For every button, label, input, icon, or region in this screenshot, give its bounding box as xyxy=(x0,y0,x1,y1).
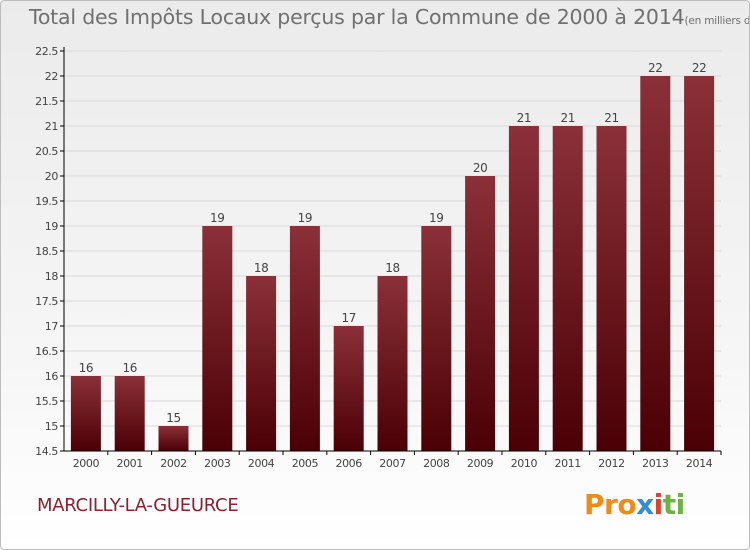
bar xyxy=(640,76,671,451)
bar xyxy=(70,376,101,451)
x-tick-label: 2011 xyxy=(554,457,580,470)
y-tick-label: 22 xyxy=(45,70,58,83)
data-label: 22 xyxy=(692,61,706,75)
data-label: 21 xyxy=(517,111,531,125)
bar xyxy=(114,376,145,451)
data-label: 19 xyxy=(210,211,224,225)
x-tick-label: 2004 xyxy=(248,457,275,470)
x-tick-label: 2010 xyxy=(511,457,538,470)
data-label: 21 xyxy=(560,111,574,125)
data-label: 18 xyxy=(385,261,399,275)
logo-part-4: ti xyxy=(662,488,685,521)
proxiti-logo: Proxiti xyxy=(584,488,685,521)
title-text: Total des Impôts Locaux perçus par la Co… xyxy=(29,5,685,29)
y-tick-label: 21 xyxy=(45,120,58,133)
data-label: 21 xyxy=(604,111,618,125)
y-tick-label: 14.5 xyxy=(35,445,58,458)
bar xyxy=(421,226,452,451)
y-tick-label: 20.5 xyxy=(35,145,58,158)
bar xyxy=(552,126,583,451)
x-tick-label: 2003 xyxy=(204,457,231,470)
y-tick-label: 20 xyxy=(45,170,59,183)
bar xyxy=(508,126,539,451)
x-tick-label: 2002 xyxy=(160,457,186,470)
data-label: 16 xyxy=(79,361,93,375)
x-tick-label: 2013 xyxy=(642,457,669,470)
chart-title: Total des Impôts Locaux perçus par la Co… xyxy=(29,5,750,29)
data-label: 17 xyxy=(341,311,355,325)
title-unit: (en milliers d'€) xyxy=(684,15,750,27)
y-tick-label: 22.5 xyxy=(35,45,58,58)
bar xyxy=(684,76,715,451)
data-label: 22 xyxy=(648,61,662,75)
y-tick-label: 18 xyxy=(45,270,59,283)
y-tick-label: 19 xyxy=(45,220,59,233)
logo-part-3: i xyxy=(653,488,664,521)
bar xyxy=(246,276,277,451)
x-tick-label: 2012 xyxy=(598,457,624,470)
bars xyxy=(70,76,715,451)
x-tick-label: 2000 xyxy=(73,457,100,470)
x-tick-label: 2014 xyxy=(686,457,713,470)
data-labels: 16 16 15 19 18 19 17 18 19 20 21 21 21 22 22 xyxy=(79,61,707,425)
x-tick-label: 2001 xyxy=(116,457,142,470)
y-tick-label: 15 xyxy=(45,420,59,433)
y-tick-label: 21.5 xyxy=(35,95,58,108)
bar xyxy=(596,126,627,451)
logo-part-2: x xyxy=(636,488,654,521)
data-label: 19 xyxy=(429,211,443,225)
x-tick-label: 2006 xyxy=(335,457,362,470)
y-tick-label: 18.5 xyxy=(35,245,58,258)
bar xyxy=(333,326,364,451)
y-tick-label: 17.5 xyxy=(35,295,58,308)
y-tick-label: 17 xyxy=(45,320,59,333)
data-label: 15 xyxy=(166,411,180,425)
y-tick-label: 15.5 xyxy=(35,395,58,408)
data-label: 16 xyxy=(122,361,136,375)
x-tick-label: 2008 xyxy=(423,457,450,470)
y-tick-label: 19.5 xyxy=(35,195,58,208)
bar xyxy=(377,276,408,451)
bar xyxy=(202,226,233,451)
x-tick-label: 2009 xyxy=(467,457,494,470)
x-tick-label: 2007 xyxy=(379,457,406,470)
y-tick-labels: 14.5 15 15.5 16 16.5 17 17.5 18 18.5 19 19.5 20 20.5… xyxy=(35,45,59,458)
x-tick-labels: 2000 2001 2002 2003 2004 2005 2006 2007 2008 2009… xyxy=(73,451,722,470)
data-label: 19 xyxy=(298,211,312,225)
x-tick-label: 2005 xyxy=(292,457,319,470)
bar xyxy=(158,426,189,451)
bar xyxy=(289,226,320,451)
data-label: 20 xyxy=(473,161,487,175)
data-label: 18 xyxy=(254,261,268,275)
commune-name: MARCILLY-LA-GUEURCE xyxy=(37,495,239,516)
y-tick-label: 16.5 xyxy=(35,345,58,358)
y-tick-label: 16 xyxy=(45,370,59,383)
axes xyxy=(63,47,721,452)
bar xyxy=(465,176,496,451)
logo-part-1: Pro xyxy=(584,488,637,521)
